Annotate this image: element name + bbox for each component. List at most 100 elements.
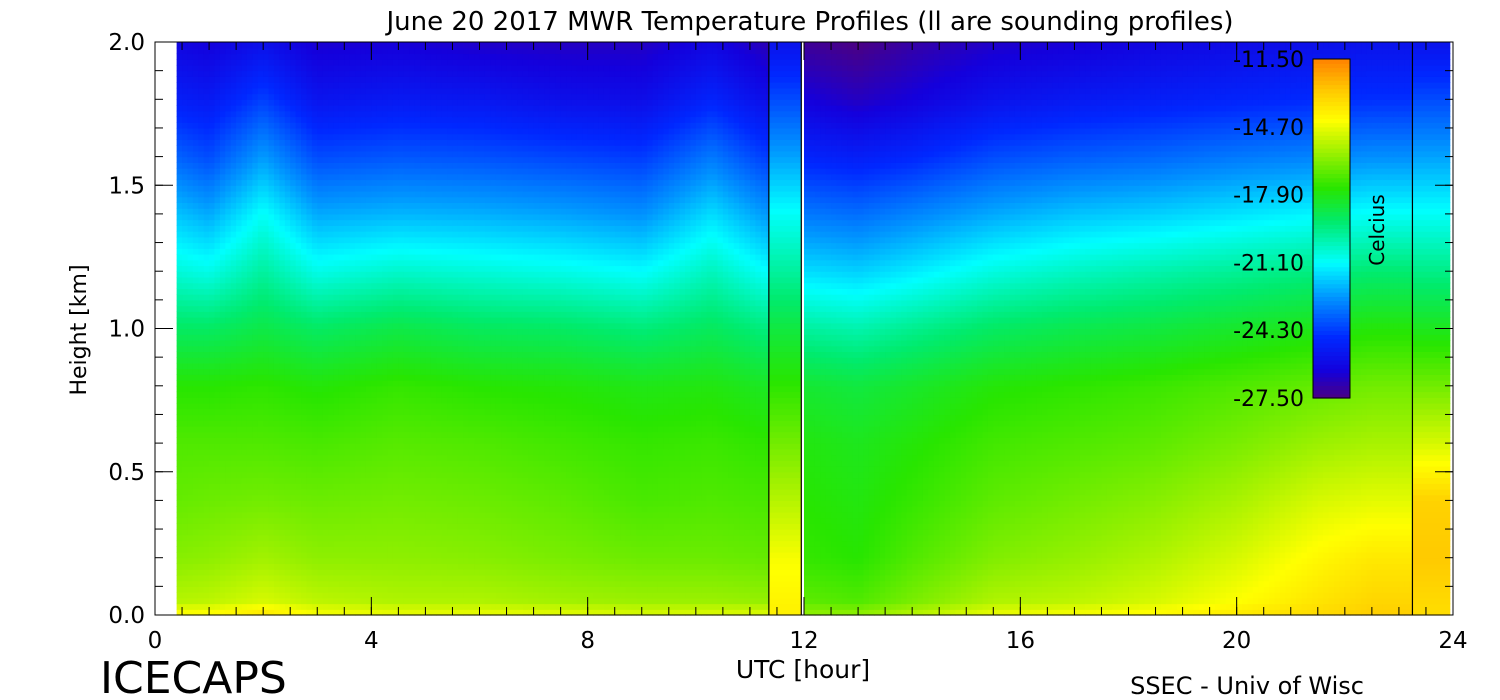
heatmap-cell [355,150,362,158]
heatmap-cell [360,93,367,100]
heatmap-cell [392,196,399,204]
heatmap-cell [284,317,291,324]
heatmap-cell [182,402,189,410]
heatmap-cell [279,288,286,295]
heatmap-cell [198,494,205,501]
heatmap-cell [301,500,308,507]
heatmap-cell [279,597,286,605]
heatmap-cell [290,179,297,186]
heatmap-cell [268,517,275,524]
heatmap-cell [182,437,189,444]
heatmap-cell [182,133,189,141]
heatmap-cell [322,471,329,479]
heatmap-cell [236,592,243,599]
heatmap-cell [425,276,432,284]
heatmap-cell [387,448,394,456]
heatmap-cell [387,574,394,582]
heatmap-cell [344,64,351,72]
heatmap-cell [403,208,410,215]
heatmap-cell [392,299,399,307]
heatmap-cell [290,202,297,209]
heatmap-cell [246,609,253,616]
heatmap-cell [333,420,340,427]
heatmap-cell [425,609,432,616]
heatmap-cell [176,603,183,610]
heatmap-cell [425,368,432,375]
heatmap-cell [290,311,297,318]
heatmap-cell [311,105,318,112]
heatmap-cell [338,76,345,83]
heatmap-cell [403,322,410,330]
heatmap-cell [360,511,367,519]
heatmap-cell [182,202,189,209]
heatmap-cell [360,460,367,467]
heatmap-cell [230,328,237,335]
heatmap-cell [365,116,372,123]
heatmap-cell [376,70,383,77]
heatmap-cell [209,609,216,616]
heatmap-cell [301,265,308,272]
heatmap-cell [225,425,232,433]
heatmap-cell [241,162,248,169]
heatmap-cell [317,105,324,112]
heatmap-cell [317,380,324,387]
heatmap-cell [187,586,194,593]
heatmap-cell [273,540,280,547]
heatmap-cell [317,225,324,232]
heatmap-cell [338,437,345,444]
heatmap-cell [236,402,243,410]
heatmap-cell [214,328,221,335]
heatmap-cell [246,282,253,289]
heatmap-cell [349,506,356,513]
heatmap-cell [392,420,399,427]
heatmap-cell [409,523,416,530]
heatmap-cell [328,609,335,616]
heatmap-cell [360,328,367,335]
heatmap-cell [230,254,237,261]
heatmap-cell [371,179,378,186]
heatmap-cell [295,574,302,582]
heatmap-cell [192,425,199,433]
heatmap-cell [311,122,318,129]
heatmap-cell [355,477,362,484]
heatmap-cell [301,368,308,375]
heatmap-cell [365,380,372,387]
heatmap-cell [328,162,335,169]
heatmap-cell [414,414,421,421]
heatmap-cell [176,339,183,347]
heatmap-cell [328,259,335,267]
heatmap-cell [344,339,351,347]
heatmap-cell [409,248,416,255]
heatmap-cell [246,87,253,95]
heatmap-cell [182,506,189,513]
heatmap-cell [263,557,270,565]
heatmap-cell [214,357,221,364]
heatmap-cell [376,93,383,100]
heatmap-cell [403,53,410,60]
heatmap-cell [284,294,291,301]
heatmap-cell [268,254,275,261]
heatmap-cell [355,242,362,249]
heatmap-cell [311,53,318,60]
heatmap-cell [403,362,410,370]
heatmap-cell [317,437,324,444]
heatmap-cell [349,328,356,335]
heatmap-cell [371,299,378,307]
heatmap-cell [349,288,356,295]
heatmap-cell [441,494,448,501]
heatmap-cell [225,408,232,416]
heatmap-cell [311,208,318,215]
heatmap-cell [344,563,351,570]
heatmap-cell [355,529,362,536]
heatmap-cell [252,202,259,209]
heatmap-cell [425,231,432,238]
heatmap-cell [198,276,205,284]
heatmap-cell [214,231,221,238]
heatmap-cell [203,150,210,158]
heatmap-cell [365,179,372,186]
heatmap-cell [414,420,421,427]
heatmap-cell [392,466,399,473]
heatmap-cell [441,374,448,381]
heatmap-cell [306,271,313,278]
heatmap-cell [176,99,183,106]
